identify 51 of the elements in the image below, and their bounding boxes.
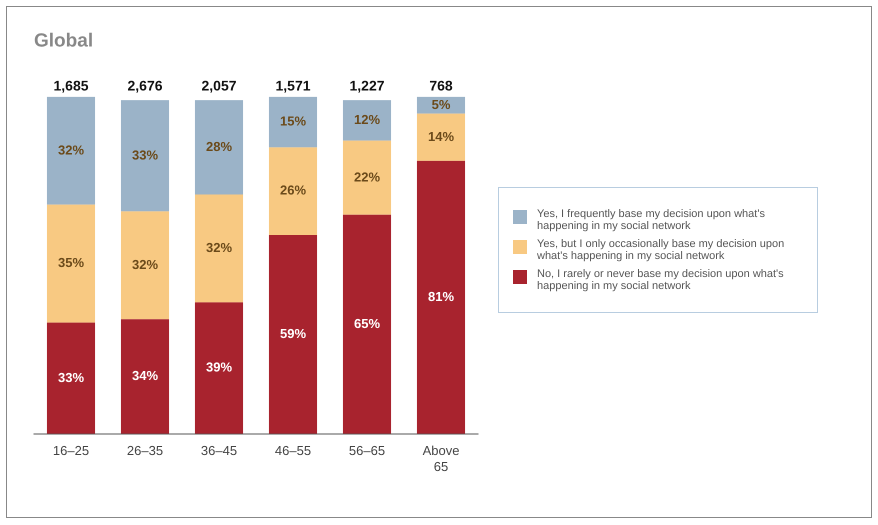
x-tick-label: Above 65	[422, 443, 460, 474]
data-label: 5%	[432, 96, 451, 112]
bar	[342, 140, 392, 215]
text: 2,057	[201, 78, 237, 94]
legend-label: Yes, I frequently base my decision upon what's happening in my social network	[537, 208, 766, 232]
bar	[268, 147, 318, 235]
data-label: 35%	[58, 255, 84, 270]
bar	[268, 234, 318, 434]
legend-label: Yes, but I only occasionally base my decision upon what's happening in my social network	[537, 238, 786, 262]
bar	[194, 302, 244, 434]
data-label: 32%	[132, 256, 158, 272]
data-label: 12%	[354, 112, 380, 127]
text: 1,571	[275, 78, 311, 94]
data-label: 39%	[206, 360, 232, 375]
chart-title: Global	[34, 30, 94, 52]
bar	[194, 194, 244, 302]
bar	[342, 214, 392, 434]
x-tick-label: 36–45	[200, 443, 238, 458]
data-label: 59%	[280, 326, 306, 341]
x-tick-label: 26–35	[126, 443, 164, 458]
bar	[46, 204, 96, 323]
data-label: 14%	[428, 128, 454, 144]
data-label: 33%	[58, 370, 84, 385]
bar	[342, 100, 392, 141]
legend-label: No, I rarely or never base my decision upon what's happening in my social network	[537, 268, 785, 292]
x-tick-label: 56–65	[348, 443, 386, 458]
text: 1,227	[349, 78, 385, 94]
x-tick-label: 16–25	[52, 443, 90, 458]
data-label: 65%	[354, 316, 380, 331]
data-label: 81%	[428, 288, 454, 304]
data-label: 28%	[206, 138, 232, 154]
data-label: 32%	[206, 240, 232, 256]
bar	[416, 160, 466, 434]
bar	[120, 100, 170, 212]
text: 1,685	[53, 78, 89, 94]
bar	[46, 322, 96, 434]
text: 768	[429, 78, 453, 94]
data-label: 22%	[354, 169, 380, 184]
x-tick-label: 46–55	[274, 443, 312, 458]
bar	[416, 114, 466, 161]
bar	[46, 96, 96, 205]
data-label: 15%	[280, 114, 306, 129]
text: 2,676	[127, 78, 163, 94]
bar	[120, 319, 170, 434]
data-label: 26%	[280, 182, 306, 198]
bar	[194, 100, 244, 195]
data-label: 32%	[58, 142, 84, 158]
data-label: 34%	[132, 368, 158, 384]
bar	[268, 96, 318, 148]
data-label: 33%	[132, 147, 158, 162]
bar	[120, 211, 170, 320]
